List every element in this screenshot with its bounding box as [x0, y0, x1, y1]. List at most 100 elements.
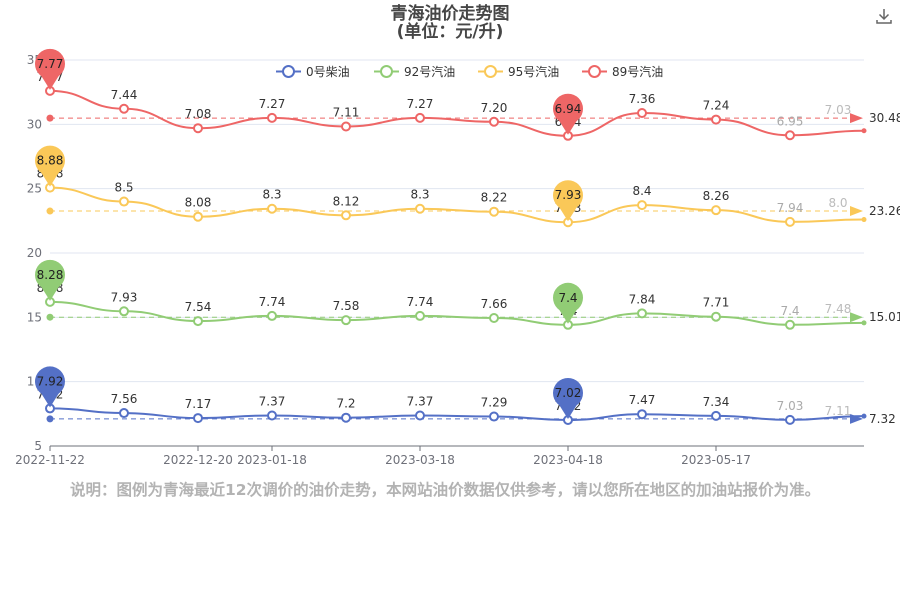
avg-line-label: 8.0 [828, 196, 847, 210]
avg-line-label: 7.03 [825, 103, 852, 117]
y-tick-label: 25 [27, 182, 42, 196]
series-end-label: 23.26 [869, 204, 900, 218]
min-pin: 7.93 [553, 180, 583, 222]
data-label: 7.66 [481, 297, 508, 311]
data-point [415, 310, 425, 321]
legend-marker [588, 65, 601, 78]
max-pin: 8.28 [35, 259, 65, 301]
x-tick-label: 2022-11-22 [15, 453, 85, 467]
pin-label: 8.28 [37, 268, 64, 282]
pin-label: 8.88 [37, 154, 64, 168]
data-label: 7.84 [629, 292, 656, 306]
avg-line-label: 7.11 [825, 404, 852, 418]
data-point [119, 408, 129, 419]
data-label: 7.37 [407, 395, 434, 409]
data-point [711, 410, 721, 421]
chart-subtitle: (单位：元/升) [396, 22, 504, 42]
data-point [489, 312, 499, 323]
series-end-point [861, 320, 867, 326]
series-line [49, 186, 865, 224]
data-point [267, 112, 277, 123]
pin-head [553, 378, 583, 409]
series-end-point [861, 217, 867, 223]
data-label: 7.37 [259, 395, 286, 409]
data-label: 8.4 [632, 184, 651, 198]
data-label: 7.56 [111, 392, 138, 406]
series-line [49, 89, 865, 137]
pin-head [553, 180, 583, 211]
data-point [341, 412, 351, 423]
download-icon[interactable] [874, 6, 894, 26]
data-label: 7.54 [185, 300, 212, 314]
x-tick-label: 2023-03-18 [385, 453, 455, 467]
x-tick-label: 2022-12-20 [163, 453, 233, 467]
data-label: 7.71 [703, 296, 730, 310]
avg-line-arrow [850, 206, 863, 217]
data-point [637, 200, 647, 211]
legend-label: 0号柴油 [306, 65, 350, 79]
data-point [267, 203, 277, 214]
y-tick-label: 20 [27, 246, 42, 260]
data-point [711, 205, 721, 216]
y-tick-label: 15 [27, 310, 42, 324]
data-label: 8.12 [333, 194, 360, 208]
data-point [415, 410, 425, 421]
data-label: 7.2 [336, 397, 355, 411]
data-point [637, 409, 647, 420]
data-label: 8.5 [114, 181, 133, 195]
data-point [119, 103, 129, 114]
data-label: 7.11 [333, 106, 360, 120]
data-point [415, 112, 425, 123]
data-label: 7.58 [333, 299, 360, 313]
y-tick-label: 5 [34, 439, 42, 453]
data-label: 7.34 [703, 395, 730, 409]
y-tick-label: 30 [27, 117, 42, 131]
pin-label: 6.94 [555, 102, 582, 116]
data-point [341, 121, 351, 132]
data-label: 7.29 [481, 396, 508, 410]
data-label: 7.74 [407, 295, 434, 309]
series-end-label: 15.01 [869, 310, 900, 324]
pin-head [35, 145, 65, 176]
data-point [489, 206, 499, 217]
data-point [119, 306, 129, 317]
series-end-label: 7.32 [869, 412, 896, 426]
data-label: 7.17 [185, 397, 212, 411]
data-label: 7.20 [481, 101, 508, 115]
data-label: 7.27 [259, 97, 286, 111]
pin-label: 7.77 [37, 57, 64, 71]
data-point [415, 203, 425, 214]
data-label: 8.3 [262, 188, 281, 202]
data-label: 7.4 [780, 304, 799, 318]
data-label: 7.94 [777, 201, 804, 215]
data-point [785, 216, 795, 227]
data-point [119, 196, 129, 207]
pin-label: 7.4 [558, 291, 577, 305]
data-point [193, 316, 203, 327]
data-label: 7.36 [629, 92, 656, 106]
pin-head [553, 93, 583, 124]
legend-marker [380, 65, 393, 78]
x-tick-label: 2023-04-18 [533, 453, 603, 467]
data-label: 7.03 [777, 399, 804, 413]
avg-line-label: 7.48 [825, 302, 852, 316]
chart-title: 青海油价走势图 [390, 4, 510, 24]
data-label: 7.44 [111, 88, 138, 102]
x-tick-label: 2023-01-18 [237, 453, 307, 467]
legend-label: 89号汽油 [612, 64, 663, 79]
data-point [267, 410, 277, 421]
data-label: 7.08 [185, 107, 212, 121]
data-point [711, 311, 721, 322]
data-point [785, 414, 795, 425]
series-line [49, 300, 865, 326]
data-point [193, 211, 203, 222]
series-end-point [861, 128, 867, 134]
min-pin: 6.94 [553, 93, 583, 135]
chart-note: 说明：图例为青海最近12次调价的油价走势，本网站油价数据仅供参考，请以您所在地区… [70, 481, 821, 499]
legend-item: 92号汽油 [374, 64, 455, 79]
legend-item: 95号汽油 [478, 64, 559, 79]
pin-head [35, 366, 65, 397]
legend-marker [282, 65, 295, 78]
data-point [785, 319, 795, 330]
data-label: 7.24 [703, 99, 730, 113]
